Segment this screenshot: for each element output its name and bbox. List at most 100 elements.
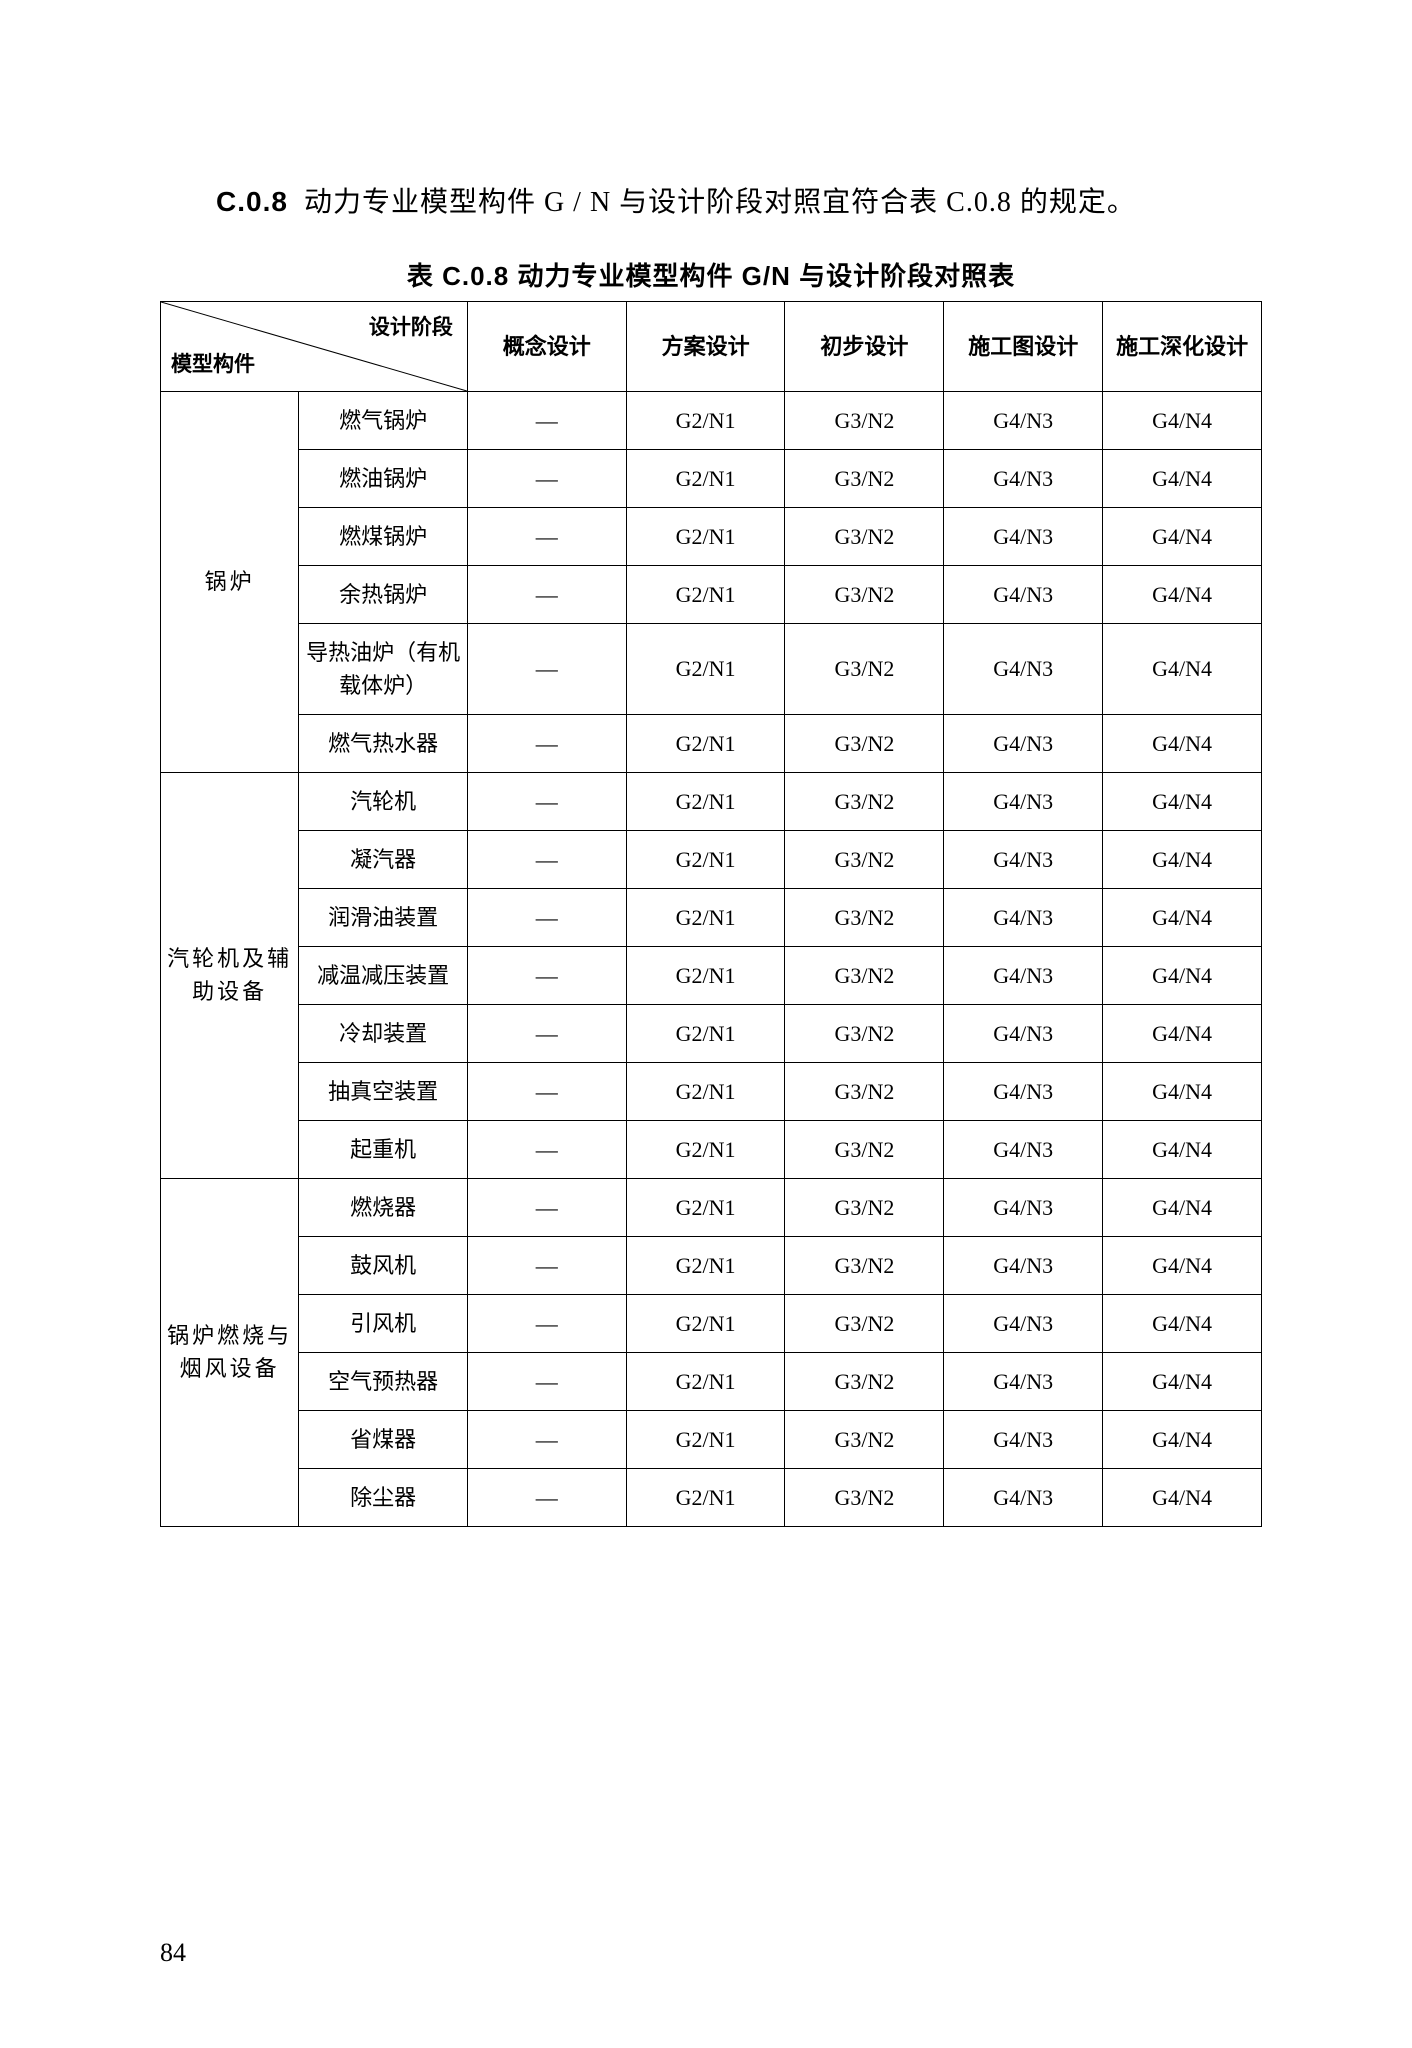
value-cell: G4/N4 [1103,391,1262,449]
value-cell: — [467,1062,626,1120]
comparison-table: 设计阶段 模型构件 概念设计 方案设计 初步设计 施工图设计 施工深化设计 锅炉… [160,301,1262,1527]
header-stage-2: 初步设计 [785,301,944,391]
table-row: 引风机—G2/N1G3/N2G4/N3G4/N4 [161,1294,1262,1352]
value-cell: G2/N1 [626,1352,785,1410]
value-cell: G2/N1 [626,1236,785,1294]
value-cell: G3/N2 [785,391,944,449]
category-cell: 汽轮机及辅助设备 [161,772,299,1178]
value-cell: G3/N2 [785,1294,944,1352]
value-cell: — [467,1178,626,1236]
table-row: 除尘器—G2/N1G3/N2G4/N3G4/N4 [161,1468,1262,1526]
value-cell: G3/N2 [785,507,944,565]
value-cell: G4/N3 [944,1410,1103,1468]
value-cell: G4/N4 [1103,1294,1262,1352]
component-name-cell: 导热油炉（有机载体炉） [299,623,467,714]
value-cell: — [467,888,626,946]
value-cell: G3/N2 [785,830,944,888]
page-number: 84 [160,1938,186,1968]
component-name-cell: 冷却装置 [299,1004,467,1062]
table-row: 燃气热水器—G2/N1G3/N2G4/N3G4/N4 [161,714,1262,772]
value-cell: G2/N1 [626,946,785,1004]
value-cell: G3/N2 [785,565,944,623]
table-row: 省煤器—G2/N1G3/N2G4/N3G4/N4 [161,1410,1262,1468]
value-cell: G2/N1 [626,1062,785,1120]
value-cell: G4/N3 [944,830,1103,888]
value-cell: — [467,565,626,623]
table-row: 空气预热器—G2/N1G3/N2G4/N3G4/N4 [161,1352,1262,1410]
table-row: 汽轮机及辅助设备汽轮机—G2/N1G3/N2G4/N3G4/N4 [161,772,1262,830]
value-cell: G4/N3 [944,565,1103,623]
table-row: 抽真空装置—G2/N1G3/N2G4/N3G4/N4 [161,1062,1262,1120]
table-row: 燃油锅炉—G2/N1G3/N2G4/N3G4/N4 [161,449,1262,507]
table-row: 燃煤锅炉—G2/N1G3/N2G4/N3G4/N4 [161,507,1262,565]
value-cell: G3/N2 [785,714,944,772]
value-cell: G4/N3 [944,1468,1103,1526]
table-row: 冷却装置—G2/N1G3/N2G4/N3G4/N4 [161,1004,1262,1062]
value-cell: G3/N2 [785,1410,944,1468]
value-cell: G2/N1 [626,449,785,507]
value-cell: G4/N3 [944,623,1103,714]
component-name-cell: 燃煤锅炉 [299,507,467,565]
value-cell: — [467,830,626,888]
table-body: 锅炉燃气锅炉—G2/N1G3/N2G4/N3G4/N4燃油锅炉—G2/N1G3/… [161,391,1262,1526]
value-cell: G4/N3 [944,1178,1103,1236]
value-cell: G4/N4 [1103,1468,1262,1526]
header-bottom-label: 模型构件 [171,349,255,381]
value-cell: G3/N2 [785,449,944,507]
component-name-cell: 润滑油装置 [299,888,467,946]
value-cell: G2/N1 [626,1178,785,1236]
section-code: C.0.8 [216,186,288,217]
value-cell: G4/N3 [944,714,1103,772]
header-diagonal-cell: 设计阶段 模型构件 [161,301,468,391]
category-cell: 锅炉 [161,391,299,772]
value-cell: G3/N2 [785,1352,944,1410]
component-name-cell: 燃烧器 [299,1178,467,1236]
value-cell: — [467,507,626,565]
value-cell: G4/N3 [944,1062,1103,1120]
value-cell: G4/N3 [944,946,1103,1004]
value-cell: — [467,623,626,714]
intro-body: 动力专业模型构件 G / N 与设计阶段对照宜符合表 C.0.8 的规定。 [304,187,1136,218]
value-cell: G2/N1 [626,888,785,946]
value-cell: G4/N4 [1103,623,1262,714]
value-cell: — [467,772,626,830]
value-cell: — [467,714,626,772]
header-stage-4: 施工深化设计 [1103,301,1262,391]
component-name-cell: 燃油锅炉 [299,449,467,507]
value-cell: G3/N2 [785,1120,944,1178]
value-cell: G4/N3 [944,772,1103,830]
value-cell: G4/N4 [1103,1004,1262,1062]
value-cell: G3/N2 [785,1468,944,1526]
table-row: 润滑油装置—G2/N1G3/N2G4/N3G4/N4 [161,888,1262,946]
value-cell: G4/N3 [944,507,1103,565]
component-name-cell: 余热锅炉 [299,565,467,623]
component-name-cell: 除尘器 [299,1468,467,1526]
document-page: C.0.8 动力专业模型构件 G / N 与设计阶段对照宜符合表 C.0.8 的… [0,0,1412,1607]
header-top-label: 设计阶段 [369,312,453,344]
table-row: 锅炉燃气锅炉—G2/N1G3/N2G4/N3G4/N4 [161,391,1262,449]
value-cell: G4/N4 [1103,1410,1262,1468]
component-name-cell: 燃气热水器 [299,714,467,772]
value-cell: — [467,449,626,507]
value-cell: G4/N4 [1103,1062,1262,1120]
component-name-cell: 鼓风机 [299,1236,467,1294]
component-name-cell: 减温减压装置 [299,946,467,1004]
value-cell: — [467,1294,626,1352]
value-cell: G3/N2 [785,623,944,714]
value-cell: G4/N3 [944,1120,1103,1178]
value-cell: — [467,1410,626,1468]
value-cell: G2/N1 [626,1004,785,1062]
value-cell: — [467,391,626,449]
value-cell: G4/N4 [1103,772,1262,830]
component-name-cell: 凝汽器 [299,830,467,888]
component-name-cell: 汽轮机 [299,772,467,830]
value-cell: G2/N1 [626,1468,785,1526]
value-cell: G2/N1 [626,391,785,449]
value-cell: — [467,1236,626,1294]
value-cell: G2/N1 [626,1120,785,1178]
component-name-cell: 起重机 [299,1120,467,1178]
table-header: 设计阶段 模型构件 概念设计 方案设计 初步设计 施工图设计 施工深化设计 [161,301,1262,391]
value-cell: G2/N1 [626,507,785,565]
header-stage-3: 施工图设计 [944,301,1103,391]
value-cell: — [467,1120,626,1178]
